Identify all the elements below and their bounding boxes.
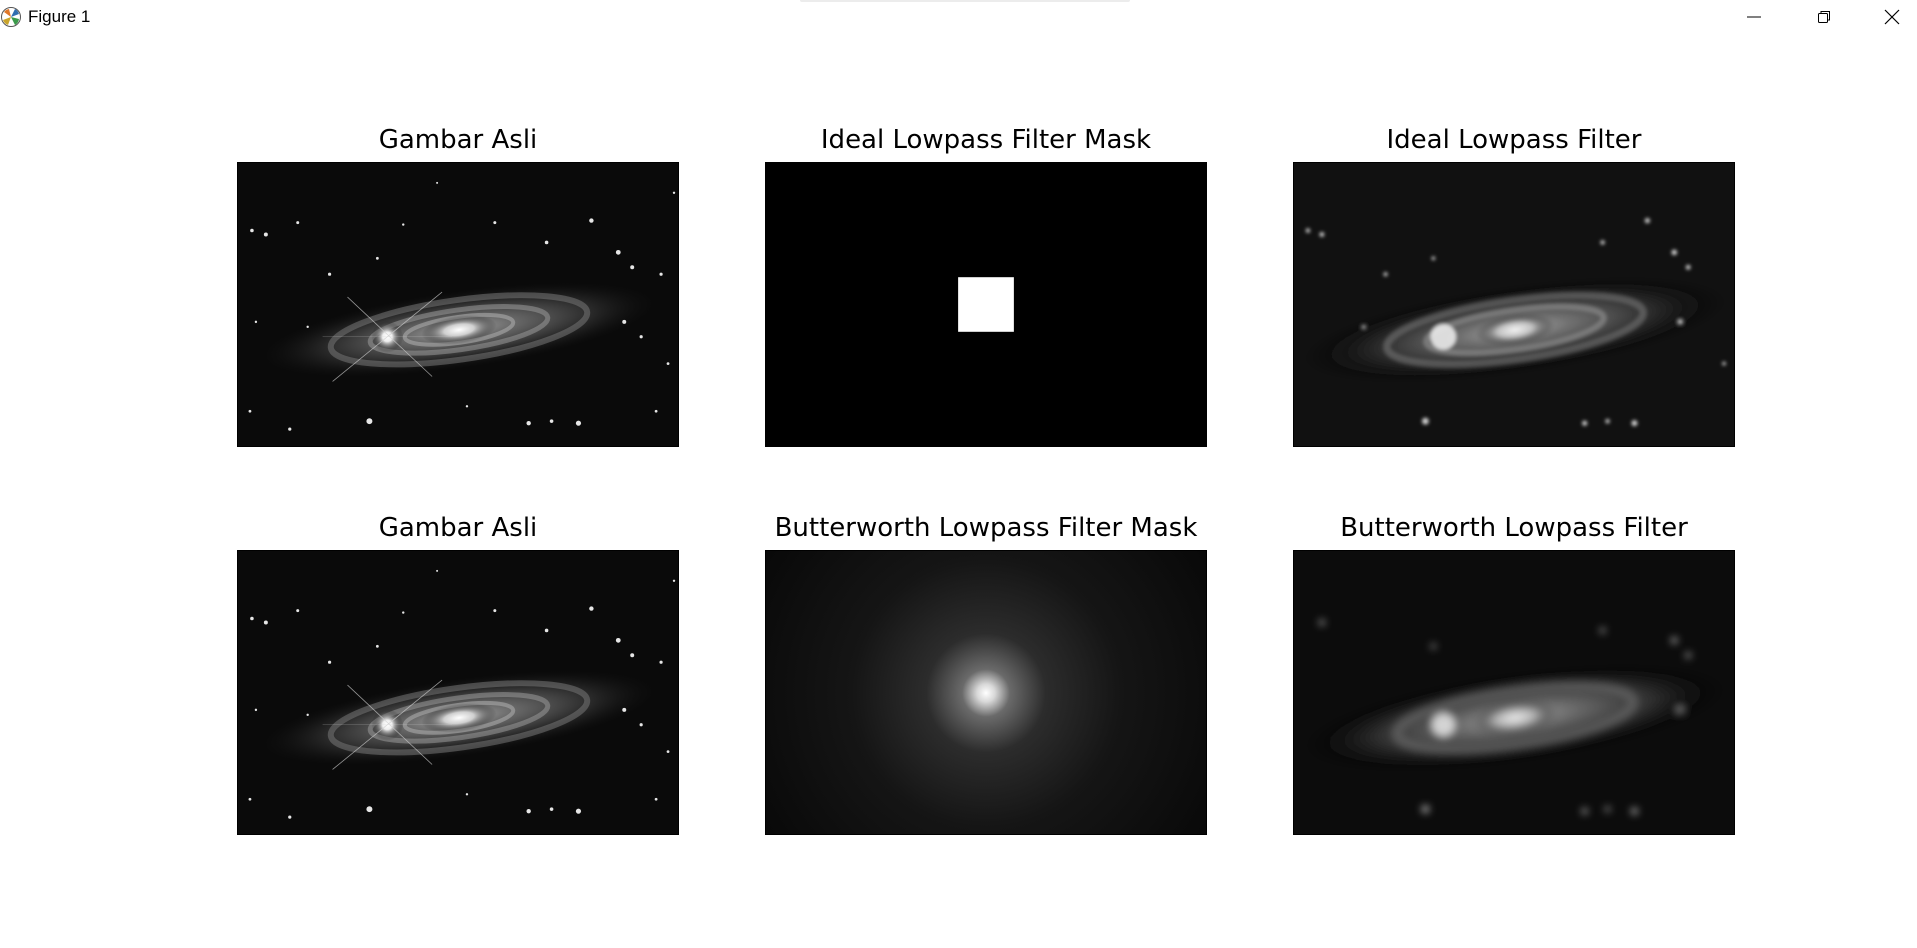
figure-canvas[interactable]: Gambar Asli [0, 33, 1917, 948]
axes-butterworth-mask[interactable] [765, 550, 1207, 835]
galaxy-butterworth-filtered-image [1294, 551, 1734, 834]
subplot-title-2: Ideal Lowpass Filter Mask [820, 125, 1152, 155]
axes-butterworth-filtered[interactable] [1293, 550, 1735, 835]
minimize-button[interactable] [1724, 0, 1784, 33]
restore-icon [1818, 10, 1830, 23]
subplot-title-6: Butterworth Lowpass Filter [1340, 513, 1688, 543]
subplot-title-4: Gambar Asli [378, 513, 538, 543]
axes-original-2[interactable] [237, 550, 679, 835]
restore-button[interactable] [1794, 0, 1854, 33]
subplot-title-5: Butterworth Lowpass Filter Mask [774, 513, 1198, 543]
axes-ideal-filtered[interactable] [1293, 162, 1735, 447]
galaxy-ideal-filtered-image [1294, 163, 1734, 446]
close-icon [1884, 9, 1900, 24]
galaxy-original-image [238, 163, 678, 446]
axes-ideal-mask[interactable] [765, 162, 1207, 447]
title-bar[interactable]: Figure 1 [0, 0, 1917, 33]
butterworth-mask-image [766, 551, 1206, 834]
axes-original-1[interactable] [237, 162, 679, 447]
subplot-title-1: Gambar Asli [378, 125, 538, 155]
minimize-icon [1747, 16, 1761, 17]
ideal-mask-image [766, 163, 1206, 446]
close-button[interactable] [1862, 0, 1917, 33]
galaxy-original-image-2 [238, 551, 678, 834]
subplot-title-3: Ideal Lowpass Filter [1386, 125, 1642, 155]
window-title: Figure 1 [28, 7, 91, 26]
snap-hint-bar [800, 0, 1130, 2]
matplotlib-icon [0, 6, 22, 28]
